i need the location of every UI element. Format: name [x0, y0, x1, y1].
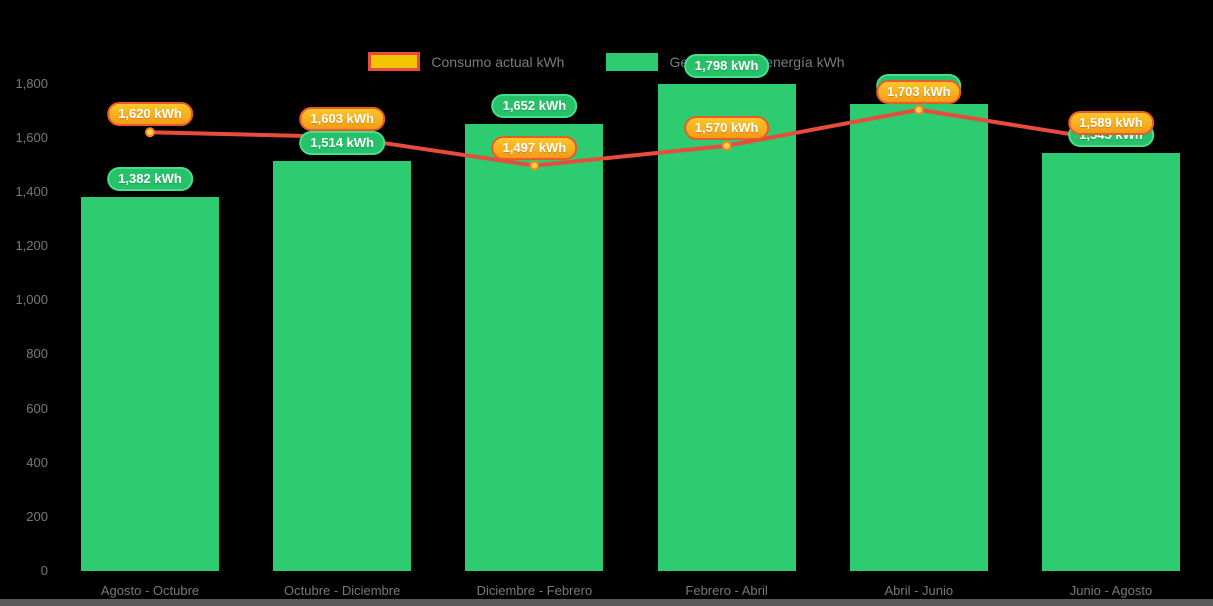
y-axis-tick-label: 0 — [40, 563, 48, 578]
x-axis-category-label: Febrero - Abril — [685, 583, 768, 598]
line-value-badge: 1,497 kWh — [491, 135, 578, 160]
line-value-badge: 1,570 kWh — [683, 115, 770, 140]
line-value-badge: 1,589 kWh — [1068, 110, 1154, 135]
legend-swatch-line-icon — [368, 52, 421, 71]
y-axis-tick-label: 1,800 — [15, 75, 48, 91]
x-axis-category-label: Octubre - Diciembre — [284, 583, 401, 598]
x-axis-category-label: Junio - Agosto — [1069, 583, 1153, 598]
bar-generacion — [849, 103, 988, 571]
legend-swatch-bar-icon — [606, 52, 659, 71]
line-point-marker — [913, 104, 924, 115]
line-value-badge: 1,603 kWh — [299, 106, 385, 131]
bottom-scrollbar[interactable] — [0, 599, 1213, 606]
y-axis-tick-label: 600 — [26, 400, 48, 416]
bar-generacion — [273, 160, 412, 571]
legend-item-consumo-actual[interactable]: Consumo actual kWh — [368, 52, 564, 71]
y-axis-tick-label: 1,000 — [15, 292, 48, 308]
bar-value-badge: 1,382 kWh — [107, 166, 193, 191]
line-point-marker — [529, 160, 540, 171]
line-point-marker — [721, 140, 732, 151]
bar-generacion — [1042, 152, 1180, 571]
line-value-badge: 1,703 kWh — [876, 79, 962, 104]
bar-generacion — [81, 196, 219, 571]
bar-generacion — [657, 84, 796, 571]
bar-generacion — [465, 123, 604, 571]
x-axis-category-label: Abril - Junio — [884, 583, 954, 598]
x-axis-category-label: Diciembre - Febrero — [476, 583, 593, 598]
x-axis-category-label: Agosto - Octubre — [100, 583, 200, 598]
legend-label-consumo-actual: Consumo actual kWh — [431, 53, 565, 70]
y-axis-tick-label: 1,200 — [15, 238, 48, 253]
bar-value-badge: 1,652 kWh — [491, 93, 578, 118]
y-axis-tick-label: 400 — [26, 454, 48, 470]
bar-value-badge: 1,798 kWh — [683, 54, 770, 79]
y-axis-tick-label: 200 — [26, 508, 48, 524]
bar-value-badge: 1,514 kWh — [299, 130, 385, 155]
line-point-marker — [145, 127, 155, 138]
y-axis-tick-label: 1,600 — [15, 129, 48, 145]
y-axis-tick-label: 800 — [26, 346, 48, 362]
line-value-badge: 1,620 kWh — [107, 102, 193, 127]
y-axis-tick-label: 1,400 — [15, 183, 48, 199]
